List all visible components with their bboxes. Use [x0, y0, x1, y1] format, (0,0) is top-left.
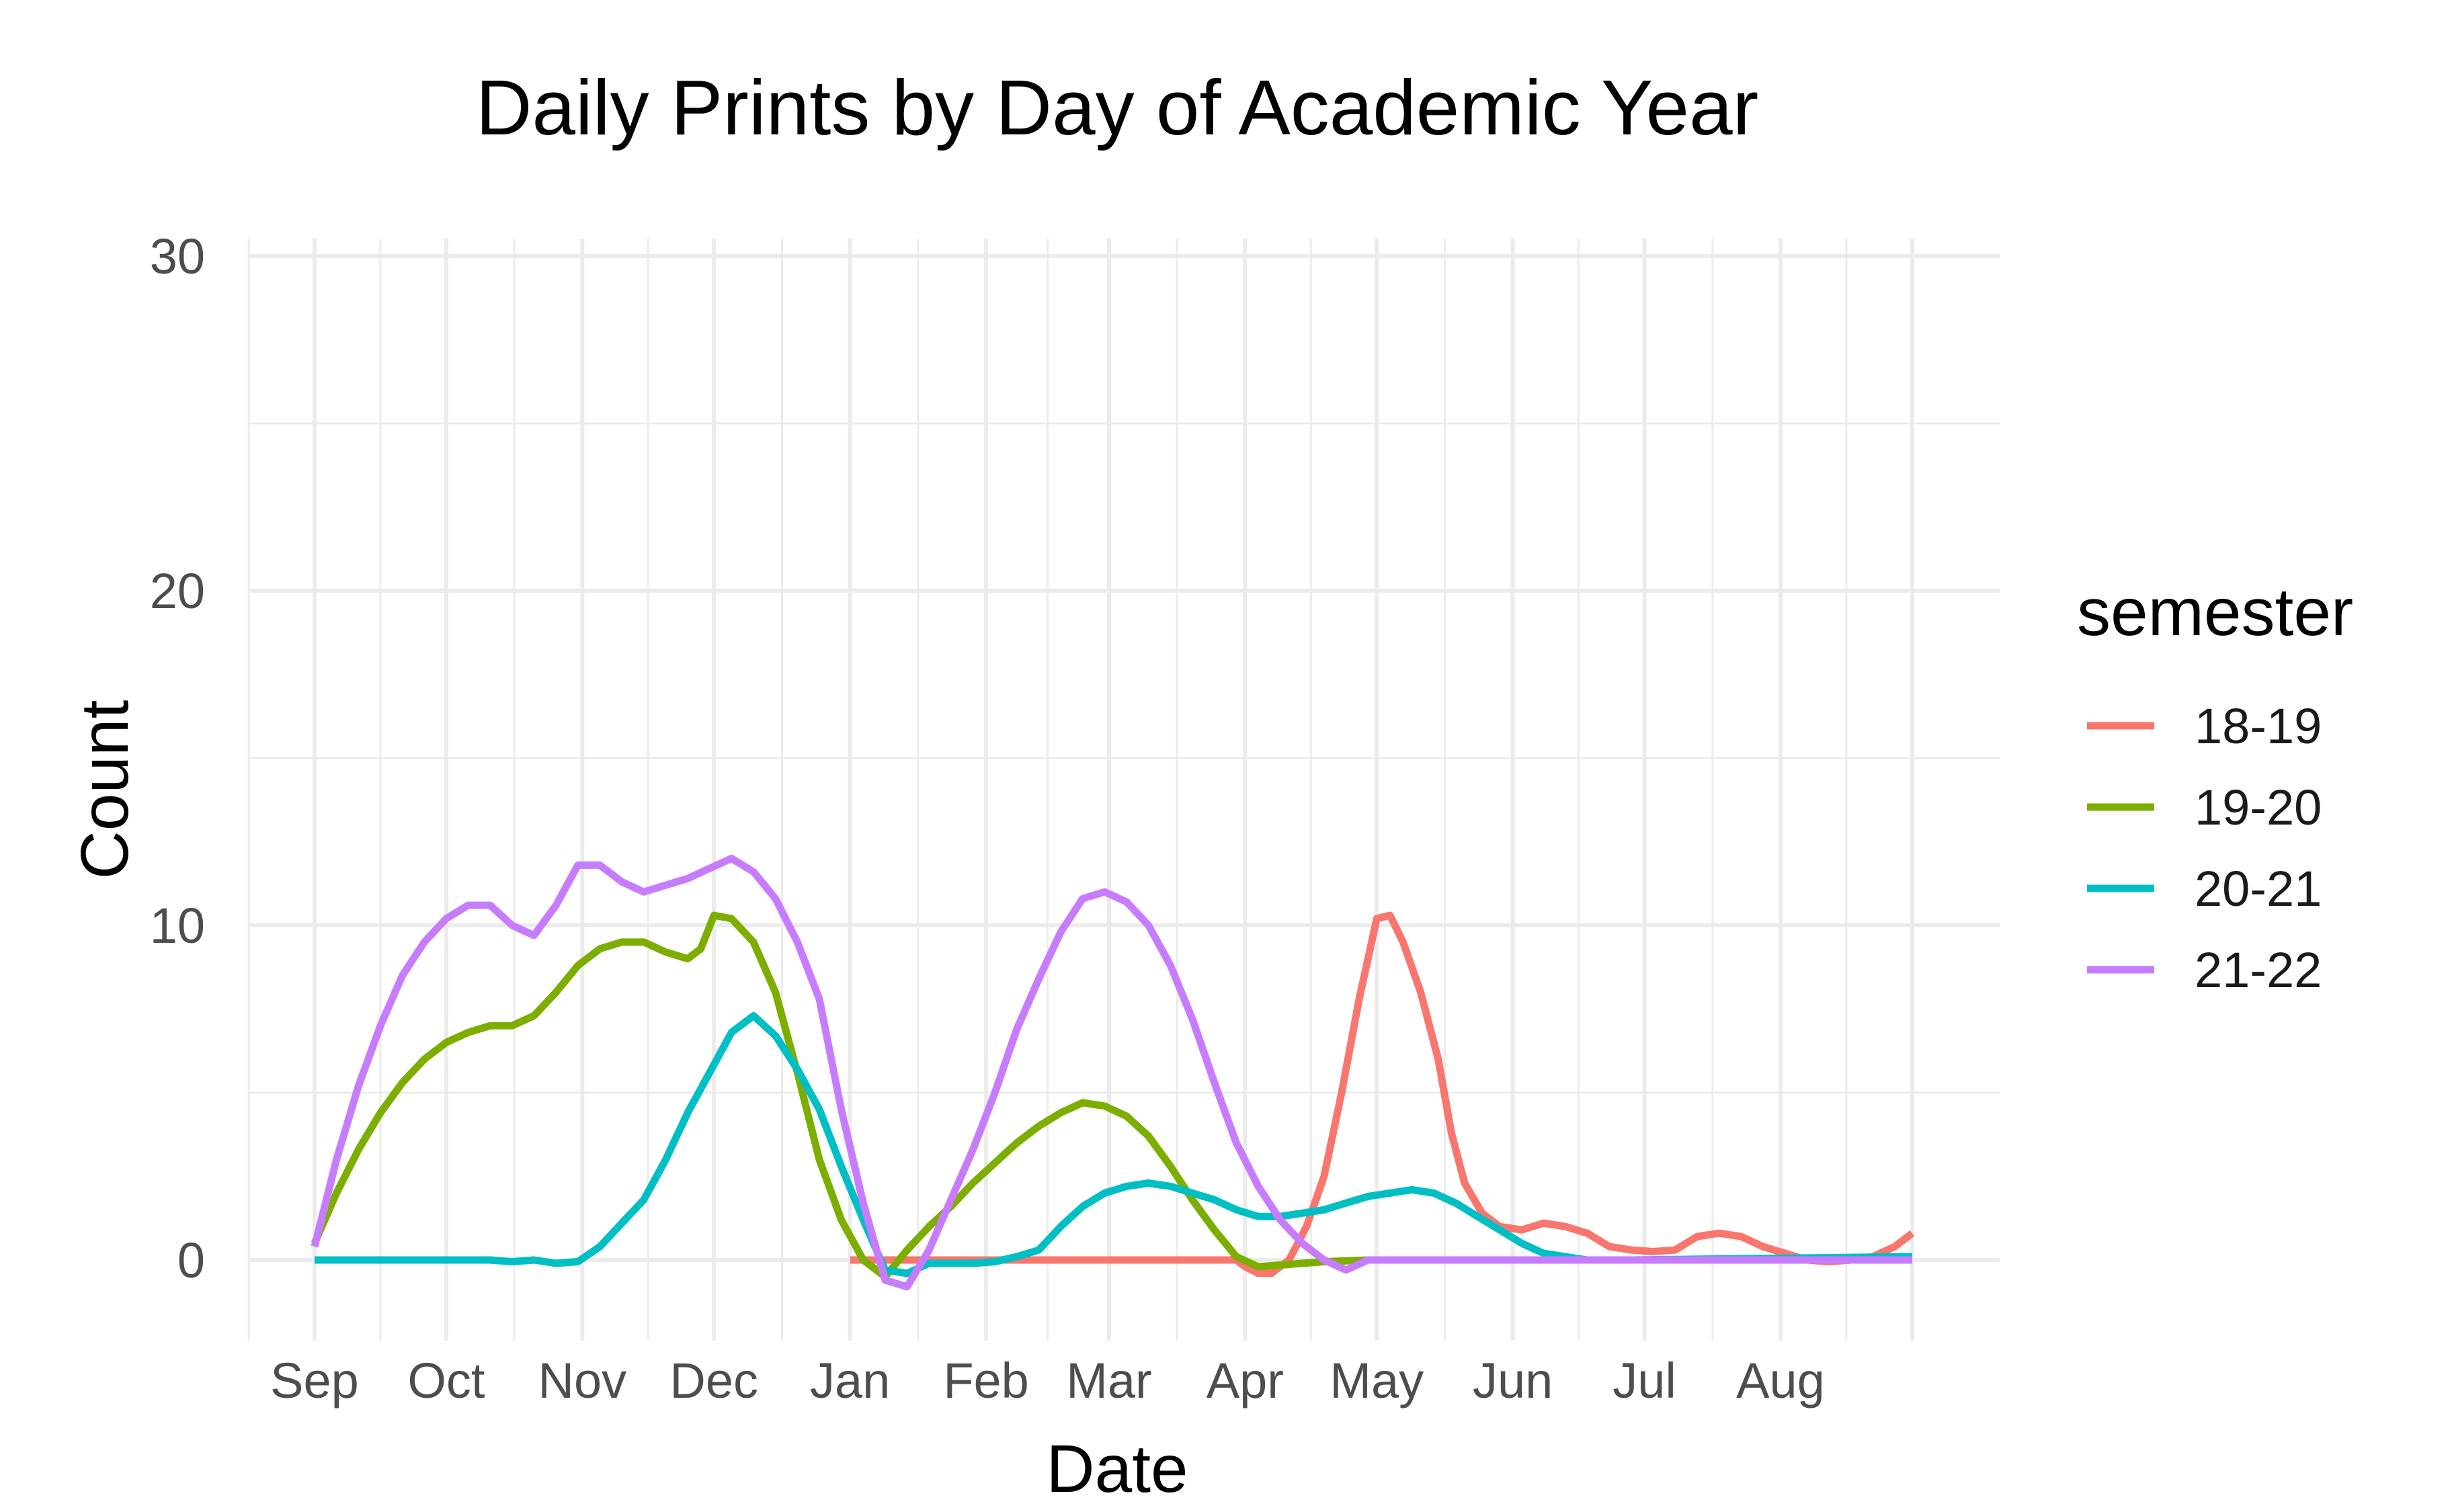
- y-tick-label: 20: [150, 563, 205, 619]
- series-line-20-21: [315, 1012, 1912, 1277]
- series-line-19-20: [311, 911, 1912, 1281]
- axis-tick-labels: 0 10 20 30 Sep Oct Nov Dec Jan Feb Mar Apr May Jun Jul…: [150, 228, 1825, 1409]
- legend-title: semester: [2077, 575, 2353, 650]
- legend: semester 18-19 19-20 20-21 21-22: [2077, 575, 2353, 998]
- legend-label-18-19: 18-19: [2195, 698, 2322, 754]
- x-tick-label: Nov: [538, 1353, 627, 1409]
- x-tick-label: Sep: [270, 1353, 359, 1409]
- grid-lines: [247, 239, 2000, 1341]
- y-axis-title: Count: [67, 700, 142, 879]
- x-axis-title: Date: [1046, 1431, 1188, 1507]
- legend-items: 18-19 19-20 20-21 21-22: [2087, 698, 2322, 998]
- x-tick-label: May: [1330, 1353, 1424, 1409]
- x-tick-label: Aug: [1736, 1353, 1825, 1409]
- x-tick-label: Jan: [810, 1353, 890, 1409]
- x-tick-label: Apr: [1207, 1353, 1284, 1409]
- chart-title: Daily Prints by Day of Academic Year: [476, 64, 1758, 151]
- series-line-18-19: [850, 911, 1915, 1277]
- legend-label-21-22: 21-22: [2195, 942, 2322, 998]
- x-tick-label: Jun: [1473, 1353, 1553, 1409]
- series-lines: [311, 854, 1915, 1291]
- legend-label-20-21: 20-21: [2195, 861, 2322, 917]
- x-tick-label: Feb: [943, 1353, 1029, 1409]
- y-tick-label: 0: [177, 1232, 205, 1288]
- x-tick-label: Jul: [1612, 1353, 1676, 1409]
- y-tick-label: 10: [150, 898, 205, 954]
- x-tick-label: Dec: [669, 1353, 758, 1409]
- series-line-21-22: [311, 854, 1912, 1291]
- legend-label-19-20: 19-20: [2195, 780, 2322, 835]
- x-tick-label: Oct: [407, 1353, 485, 1409]
- y-tick-label: 30: [150, 228, 205, 284]
- x-tick-label: Mar: [1066, 1353, 1151, 1409]
